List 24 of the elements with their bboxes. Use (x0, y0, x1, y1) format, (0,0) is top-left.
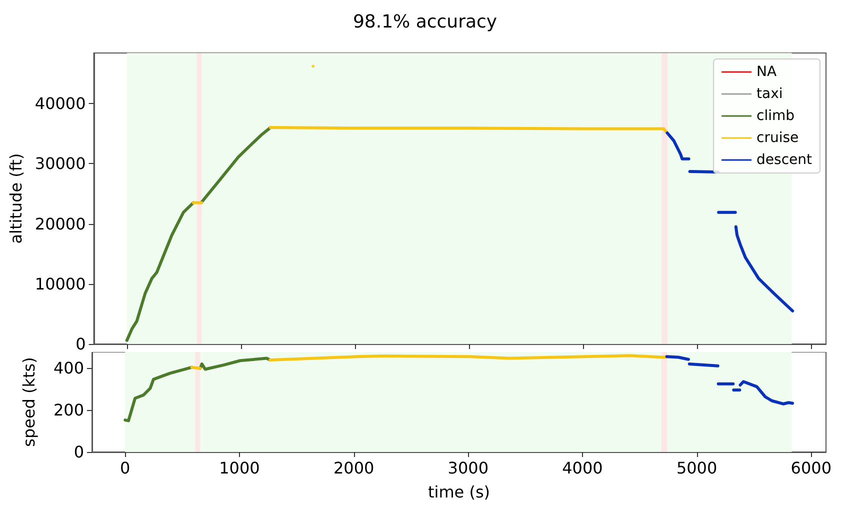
chart-title: 98.1% accuracy (352, 12, 498, 32)
y-tick-label: 0 (76, 334, 86, 354)
legend-label: climb (756, 108, 795, 124)
y-tick-label: 30000 (34, 154, 86, 174)
x-tick-label: 4000 (562, 458, 603, 478)
y-axis-title: speed (kts) (20, 357, 38, 447)
y-tick-label: 10000 (34, 274, 86, 294)
y-tick-label: 20000 (34, 214, 86, 234)
legend-label: taxi (756, 86, 783, 102)
x-tick-label: 2000 (333, 458, 374, 478)
legend-label: cruise (756, 130, 799, 146)
y-tick-label: 40000 (34, 94, 86, 114)
x-axis-title: time (s) (428, 482, 490, 502)
y-axis-title: altitude (ft) (6, 153, 26, 244)
x-tick-label: 3000 (448, 458, 489, 478)
y-tick-label: 400 (53, 358, 84, 378)
x-tick-label: 6000 (790, 458, 832, 478)
legend-label: descent (756, 152, 813, 168)
y-tick-label: 200 (53, 400, 84, 420)
x-tick-label: 0 (120, 458, 130, 478)
legend-label: NA (756, 64, 778, 80)
y-tick-label: 0 (74, 442, 84, 462)
x-tick-label: 1000 (219, 458, 260, 478)
x-tick-label: 5000 (676, 458, 718, 478)
